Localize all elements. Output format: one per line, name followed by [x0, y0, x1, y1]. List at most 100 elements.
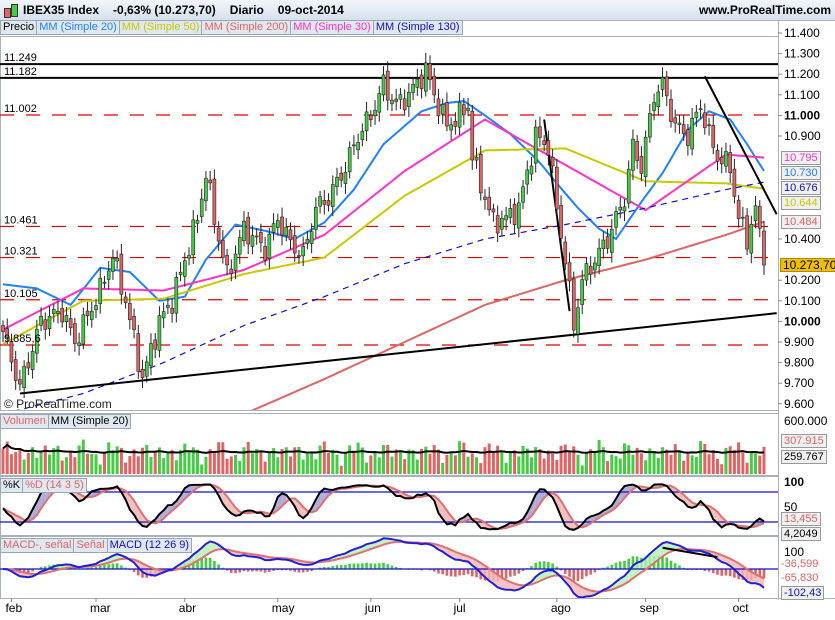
candle-body: [157, 315, 162, 351]
level-label: 10.461: [4, 214, 38, 226]
volume-bar: [529, 457, 533, 474]
period[interactable]: Diario: [229, 3, 264, 17]
candle-body: [495, 215, 500, 234]
candle-body: [715, 150, 720, 162]
candle-body: [664, 76, 669, 97]
candle-body: [681, 124, 686, 134]
volume-bar: [534, 447, 538, 474]
candle-body: [64, 315, 69, 323]
macd-fill: [569, 578, 574, 594]
macd-fill: [747, 569, 752, 584]
macd-histogram-bar: [631, 556, 635, 569]
legend-item-precio[interactable]: Precio: [0, 20, 38, 35]
volume-bar: [453, 455, 457, 474]
legend-macd-signal[interactable]: Señal: [73, 538, 108, 553]
candle-body: [741, 216, 745, 219]
candle-body: [635, 141, 639, 161]
candle-body: [187, 255, 191, 259]
macd-fill: [501, 577, 507, 590]
stochastic-fill: [687, 498, 693, 508]
candle-body: [673, 117, 678, 124]
macd-histogram-bar: [623, 560, 626, 569]
volume-bar: [115, 446, 119, 474]
candle-body: [411, 84, 415, 93]
candle-body: [407, 91, 411, 107]
volume-bar: [179, 450, 183, 474]
volume-bar: [293, 447, 297, 474]
volume-bar: [26, 452, 30, 474]
macd-histogram-bar: [585, 569, 588, 577]
candlestick-logo-icon: [3, 2, 19, 18]
candle-body: [292, 235, 297, 254]
macd-line: [2, 537, 765, 598]
macd-histogram-bar: [272, 569, 275, 571]
volume-ma-line: [2, 443, 765, 454]
macd-histogram-bar: [580, 569, 584, 580]
moving-average-line: [2, 99, 765, 307]
candle-body: [656, 91, 661, 107]
candle-body: [576, 307, 580, 335]
candle-body: [525, 169, 530, 185]
legend-item-mm-simple-130-[interactable]: MM (Simple 130): [372, 20, 463, 35]
macd-value-tag: -102,43: [781, 586, 825, 600]
candle-body: [381, 74, 386, 96]
volume-bar: [665, 449, 669, 474]
macd-histogram-bar: [534, 562, 537, 569]
volume-bar: [466, 456, 470, 474]
macd-histogram-bar: [509, 569, 512, 577]
macd-histogram-bar: [703, 569, 707, 571]
candle-body: [301, 246, 305, 257]
volume-bar: [462, 442, 466, 474]
legend-item-mm-simple-20-[interactable]: MM (Simple 20): [36, 20, 120, 35]
macd-histogram-bar: [339, 565, 343, 569]
volume-bar: [382, 445, 385, 474]
legend-macd-hist[interactable]: MACD-, señal: [0, 538, 75, 553]
macd-histogram-bar: [711, 569, 715, 574]
candle-body: [669, 99, 673, 122]
legend-item-mm-simple-30-[interactable]: MM (Simple 30): [290, 20, 374, 35]
volume-bar: [508, 451, 512, 474]
candle-body: [694, 111, 699, 118]
stochastic-tick-label: 100: [784, 475, 804, 489]
volume-bar: [136, 456, 140, 474]
macd-histogram-bar: [356, 563, 360, 569]
volume-bar: [166, 452, 170, 474]
macd-histogram-bar: [107, 564, 110, 569]
candle-body: [174, 277, 179, 314]
macd-histogram-bar: [331, 565, 335, 569]
macd-histogram-bar: [547, 562, 550, 569]
candle-body: [9, 341, 14, 363]
macd-histogram-bar: [538, 561, 542, 569]
legend-stoch-k[interactable]: %K: [0, 478, 24, 493]
macd-histogram-bar: [213, 560, 216, 569]
volume-bar: [572, 446, 576, 474]
volume-bar: [415, 459, 419, 474]
volume-bar: [318, 445, 322, 474]
candle-body: [43, 319, 48, 330]
y-tick-label: 10.100: [784, 294, 821, 308]
legend-item-mm-simple-200-[interactable]: MM (Simple 200): [201, 20, 292, 35]
volume-bar: [352, 450, 356, 474]
y-tick-label: 11.200: [784, 67, 820, 81]
macd-fill: [476, 560, 481, 574]
candle-body: [204, 178, 208, 202]
legend-volume-ma[interactable]: MM (Simple 20): [47, 414, 132, 429]
volume-bar: [686, 452, 690, 474]
site-link[interactable]: www.ProRealTime.com: [698, 3, 831, 17]
legend-stoch-d[interactable]: %D (14 3 5): [22, 478, 87, 493]
volume-bar: [728, 446, 732, 474]
volume-bar: [157, 447, 161, 474]
macd-histogram-bar: [390, 565, 394, 569]
legend-volume[interactable]: Volumen: [0, 414, 49, 429]
legend-macd[interactable]: MACD (12 26 9): [106, 538, 193, 553]
volume-bar: [204, 456, 208, 474]
candle-body: [35, 328, 39, 354]
macd-histogram-bar: [234, 569, 237, 574]
stochastic-tick-label: 50: [784, 500, 798, 514]
candle-body: [745, 215, 749, 250]
macd-histogram-bar: [504, 569, 508, 579]
volume-bar: [360, 447, 364, 474]
volume-bar: [711, 450, 715, 474]
legend-item-mm-simple-50-[interactable]: MM (Simple 50): [118, 20, 203, 35]
volume-bar: [496, 445, 500, 474]
